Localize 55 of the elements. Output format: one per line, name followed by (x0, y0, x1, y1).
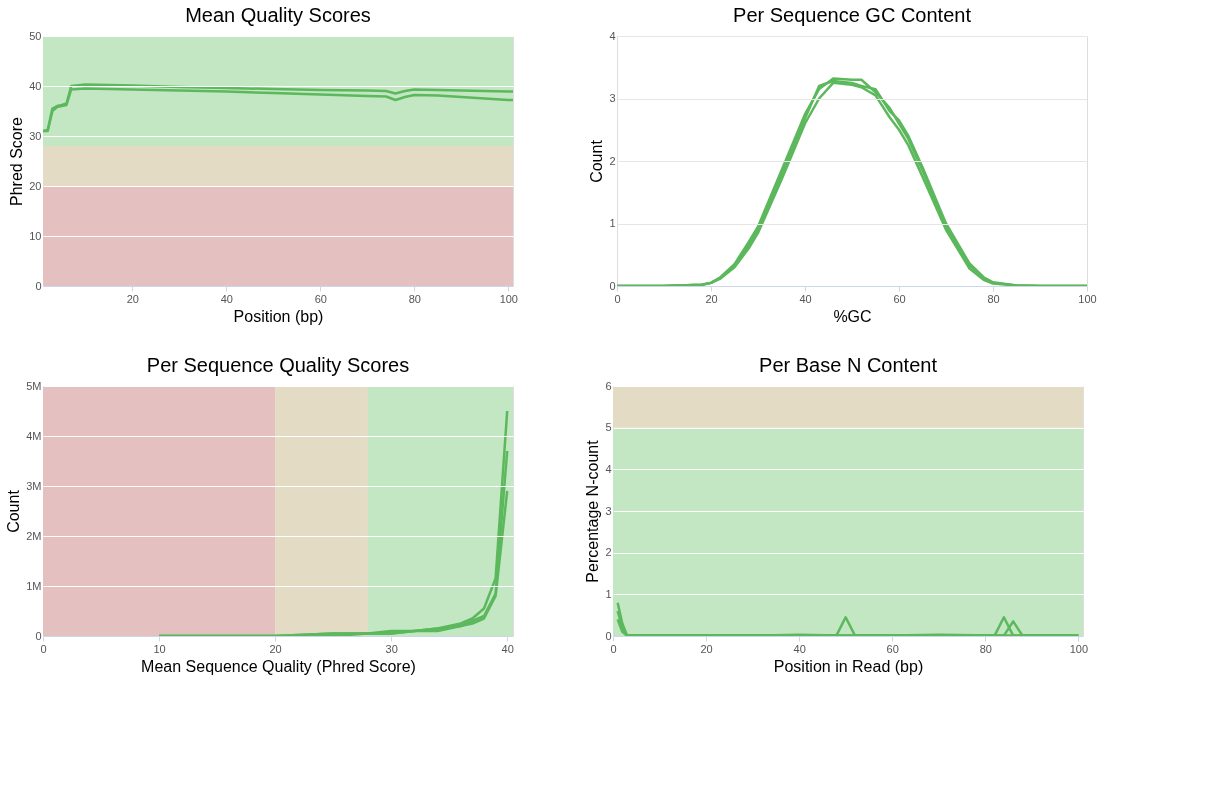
x-tick-label: 20 (126, 292, 139, 305)
chart-title: Per Base N Content (759, 354, 938, 376)
y-tick-label: 1 (609, 217, 616, 229)
y-tick-label: 2M (26, 529, 42, 542)
x-axis-title: Position in Read (bp) (773, 657, 924, 675)
x-tick-label: 80 (979, 642, 992, 655)
y-tick-label: 4M (26, 429, 42, 442)
y-tick-label: 4 (609, 29, 616, 42)
y-tick-label: 4 (605, 462, 612, 475)
x-tick-label: 100 (499, 292, 518, 305)
y-tick-label: 0 (35, 279, 42, 292)
x-tick-label: 40 (799, 292, 812, 305)
x-tick-label: 20 (700, 642, 713, 655)
y-tick-label: 10 (29, 229, 42, 242)
y-tick-label: 6 (605, 379, 612, 392)
chart-title: Per Sequence GC Content (733, 4, 972, 26)
x-tick-label: 20 (705, 292, 718, 305)
x-tick-label: 80 (987, 292, 1000, 305)
x-tick-label: 60 (893, 292, 906, 305)
y-tick-label: 1 (605, 587, 612, 600)
y-tick-label: 40 (29, 79, 42, 92)
y-axis-title: Phred Score (8, 116, 26, 206)
y-tick-label: 1M (26, 579, 42, 592)
chart-title: Mean Quality Scores (185, 4, 371, 26)
y-tick-label: 2 (609, 154, 616, 167)
y-tick-label: 3 (605, 504, 612, 517)
x-axis-title: %GC (833, 307, 872, 325)
x-tick-label: 30 (385, 642, 398, 655)
x-axis-title: Position (bp) (233, 307, 324, 325)
x-tick-label: 60 (886, 642, 899, 655)
x-tick-label: 80 (408, 292, 421, 305)
y-tick-label: 30 (29, 129, 42, 142)
y-axis-title: Percentage N-count (584, 439, 602, 583)
y-tick-label: 5 (605, 421, 612, 434)
y-tick-label: 0 (609, 279, 616, 292)
x-tick-label: 100 (1069, 642, 1089, 655)
y-tick-label: 5M (26, 379, 42, 392)
y-axis-title: Count (588, 139, 606, 183)
x-tick-label: 40 (793, 642, 806, 655)
y-tick-label: 0 (35, 629, 42, 642)
y-tick-label: 3M (26, 479, 42, 492)
x-tick-label: 40 (220, 292, 233, 305)
y-tick-label: 50 (29, 29, 42, 42)
x-tick-label: 20 (269, 642, 282, 655)
y-tick-label: 20 (29, 179, 42, 192)
y-tick-label: 3 (609, 92, 616, 104)
y-tick-label: 2 (605, 546, 612, 559)
x-tick-label: 60 (314, 292, 327, 305)
x-tick-label: 40 (501, 642, 514, 655)
x-tick-label: 100 (1078, 292, 1097, 305)
y-axis-title: Count (5, 489, 23, 533)
y-tick-label: 0 (605, 629, 612, 642)
x-tick-label: 10 (153, 642, 166, 655)
x-axis-title: Mean Sequence Quality (Phred Score) (141, 657, 416, 675)
chart-title: Per Sequence Quality Scores (146, 354, 410, 376)
